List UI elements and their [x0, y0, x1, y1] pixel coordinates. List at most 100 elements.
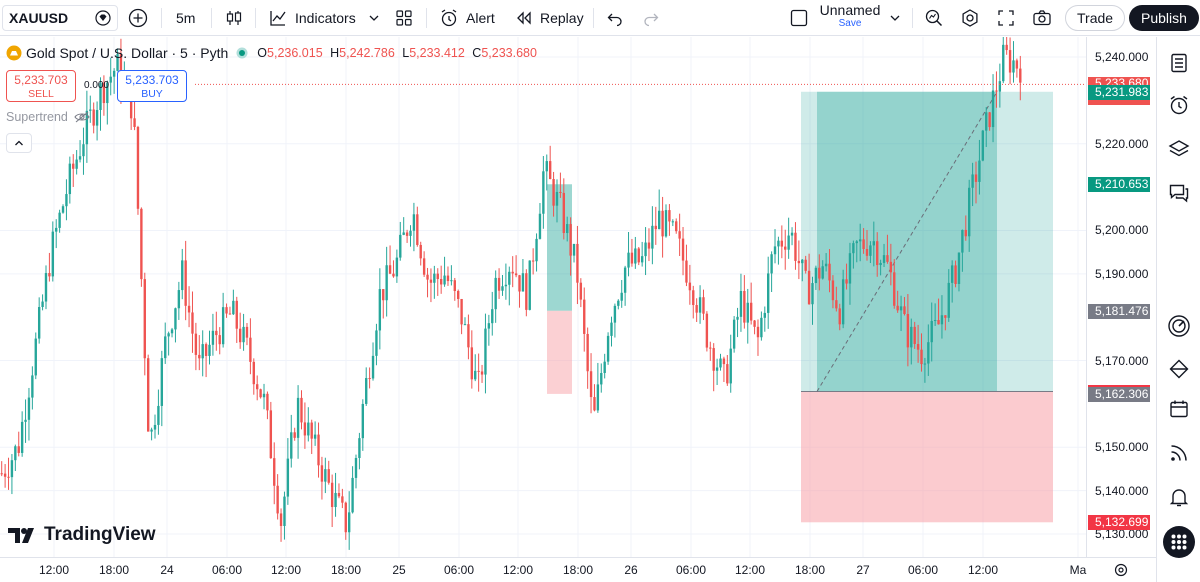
sell-button[interactable]: 5,233.703 SELL [6, 70, 76, 102]
object-tree-button[interactable] [1165, 135, 1193, 163]
candle-body [538, 213, 542, 239]
grid-icon [394, 8, 414, 28]
candle [698, 285, 702, 324]
candle-body [726, 364, 729, 384]
candle-body [903, 306, 906, 315]
camera-icon [1032, 8, 1052, 28]
candle-body [143, 279, 146, 359]
trading-panel-button[interactable] [1165, 312, 1193, 340]
publish-button[interactable]: Publish [1129, 5, 1199, 31]
indicators-button[interactable]: Indicators [268, 5, 356, 31]
candle [402, 217, 405, 236]
candle-body [681, 238, 685, 261]
candle-body [865, 249, 869, 256]
price-axis[interactable]: 5,240.000 5,220.000 5,200.000 5,190.000 5,17… [1086, 37, 1156, 557]
candle [927, 324, 930, 376]
layout-checkbox[interactable] [789, 5, 809, 31]
candle-body [0, 473, 3, 475]
layout-name-button[interactable]: Unnamed Save [820, 3, 881, 29]
layout-dropdown[interactable] [889, 5, 901, 31]
candle-body [361, 403, 365, 439]
redo-button[interactable] [642, 5, 660, 31]
candle-body [276, 485, 279, 514]
candle-body [712, 348, 715, 371]
candle [770, 251, 773, 292]
indicators-dropdown[interactable] [368, 5, 380, 31]
undo-button[interactable] [606, 5, 624, 31]
candle [34, 332, 37, 380]
candle [347, 491, 351, 550]
price-tick-label: 5,240.000 [1095, 50, 1149, 64]
candle [542, 156, 545, 229]
candle [715, 358, 719, 385]
candle-body [382, 289, 385, 301]
candle [337, 483, 341, 499]
candle-body [41, 301, 44, 308]
chats-button[interactable] [1165, 179, 1193, 207]
apps-menu-button[interactable] [1163, 526, 1195, 558]
candle-body [347, 512, 351, 533]
chart-type-button[interactable] [224, 5, 244, 31]
candle-body [709, 347, 712, 349]
candle-body [664, 210, 668, 237]
settings-button[interactable] [960, 5, 980, 31]
interval-button[interactable]: 5m [176, 5, 195, 31]
quick-search-button[interactable] [924, 5, 944, 31]
candle-body [334, 492, 337, 508]
fullscreen-button[interactable] [997, 5, 1015, 31]
buy-label: BUY [141, 88, 163, 100]
candle-body [692, 290, 695, 306]
ideas-button[interactable] [1165, 355, 1193, 383]
trade-button[interactable]: Trade [1065, 5, 1126, 31]
candle-body [341, 496, 344, 503]
watchlist-button[interactable] [1165, 49, 1193, 77]
templates-button[interactable] [394, 5, 414, 31]
buy-button[interactable]: 5,233.703 BUY [117, 70, 187, 102]
candle [695, 298, 698, 322]
plus-circle-icon [128, 8, 148, 28]
news-button[interactable] [1165, 439, 1193, 467]
settings-gear-icon[interactable] [1113, 562, 1129, 578]
candle-body [208, 344, 211, 356]
candle-body [146, 358, 150, 432]
bell-icon [1168, 486, 1190, 508]
candle [72, 154, 75, 187]
candle-body [358, 438, 361, 458]
diamond-icon[interactable] [95, 10, 111, 26]
notifications-button[interactable] [1165, 483, 1193, 511]
symbol-title[interactable]: Gold Spot / U.S. Dollar · 5 · Pyth [26, 45, 229, 61]
candle-body [981, 130, 985, 161]
candle [804, 255, 807, 274]
replay-button[interactable]: Replay [515, 5, 584, 31]
indicator-legend[interactable]: Supertrend [6, 110, 90, 124]
snapshot-button[interactable] [1032, 5, 1052, 31]
time-tick-label: 18:00 [330, 563, 362, 577]
add-symbol-button[interactable] [128, 5, 148, 31]
candle-body [818, 267, 821, 279]
candle-body [1002, 44, 1005, 82]
candle-body [596, 384, 600, 411]
candle [150, 427, 153, 441]
symbol-search[interactable]: XAUUSD [2, 5, 118, 31]
price-chart[interactable] [0, 37, 1086, 557]
candle [889, 243, 893, 286]
alert-button[interactable]: Alert [439, 5, 495, 31]
candle-body [732, 319, 736, 349]
tradingview-logo[interactable]: TradingView [8, 524, 156, 546]
candle [136, 125, 140, 215]
time-axis[interactable]: 12:00 18:00 24 06:00 12:00 18:00 25 06:00 12:00 1… [0, 557, 1156, 582]
chart-pane[interactable]: Gold Spot / U.S. Dollar · 5 · Pyth O5,23… [0, 37, 1086, 557]
candle-body [845, 279, 848, 284]
calendar-button[interactable] [1165, 395, 1193, 423]
candle-body [467, 324, 470, 348]
candle [174, 307, 177, 343]
candle-body [279, 513, 283, 526]
eye-hidden-icon[interactable] [74, 110, 90, 124]
alerts-button[interactable] [1165, 91, 1193, 119]
candle [818, 254, 821, 291]
candle-body [739, 290, 743, 317]
candle-body [555, 191, 559, 206]
collapse-legend-button[interactable] [6, 133, 32, 153]
candle [494, 270, 497, 323]
candle [831, 275, 835, 309]
